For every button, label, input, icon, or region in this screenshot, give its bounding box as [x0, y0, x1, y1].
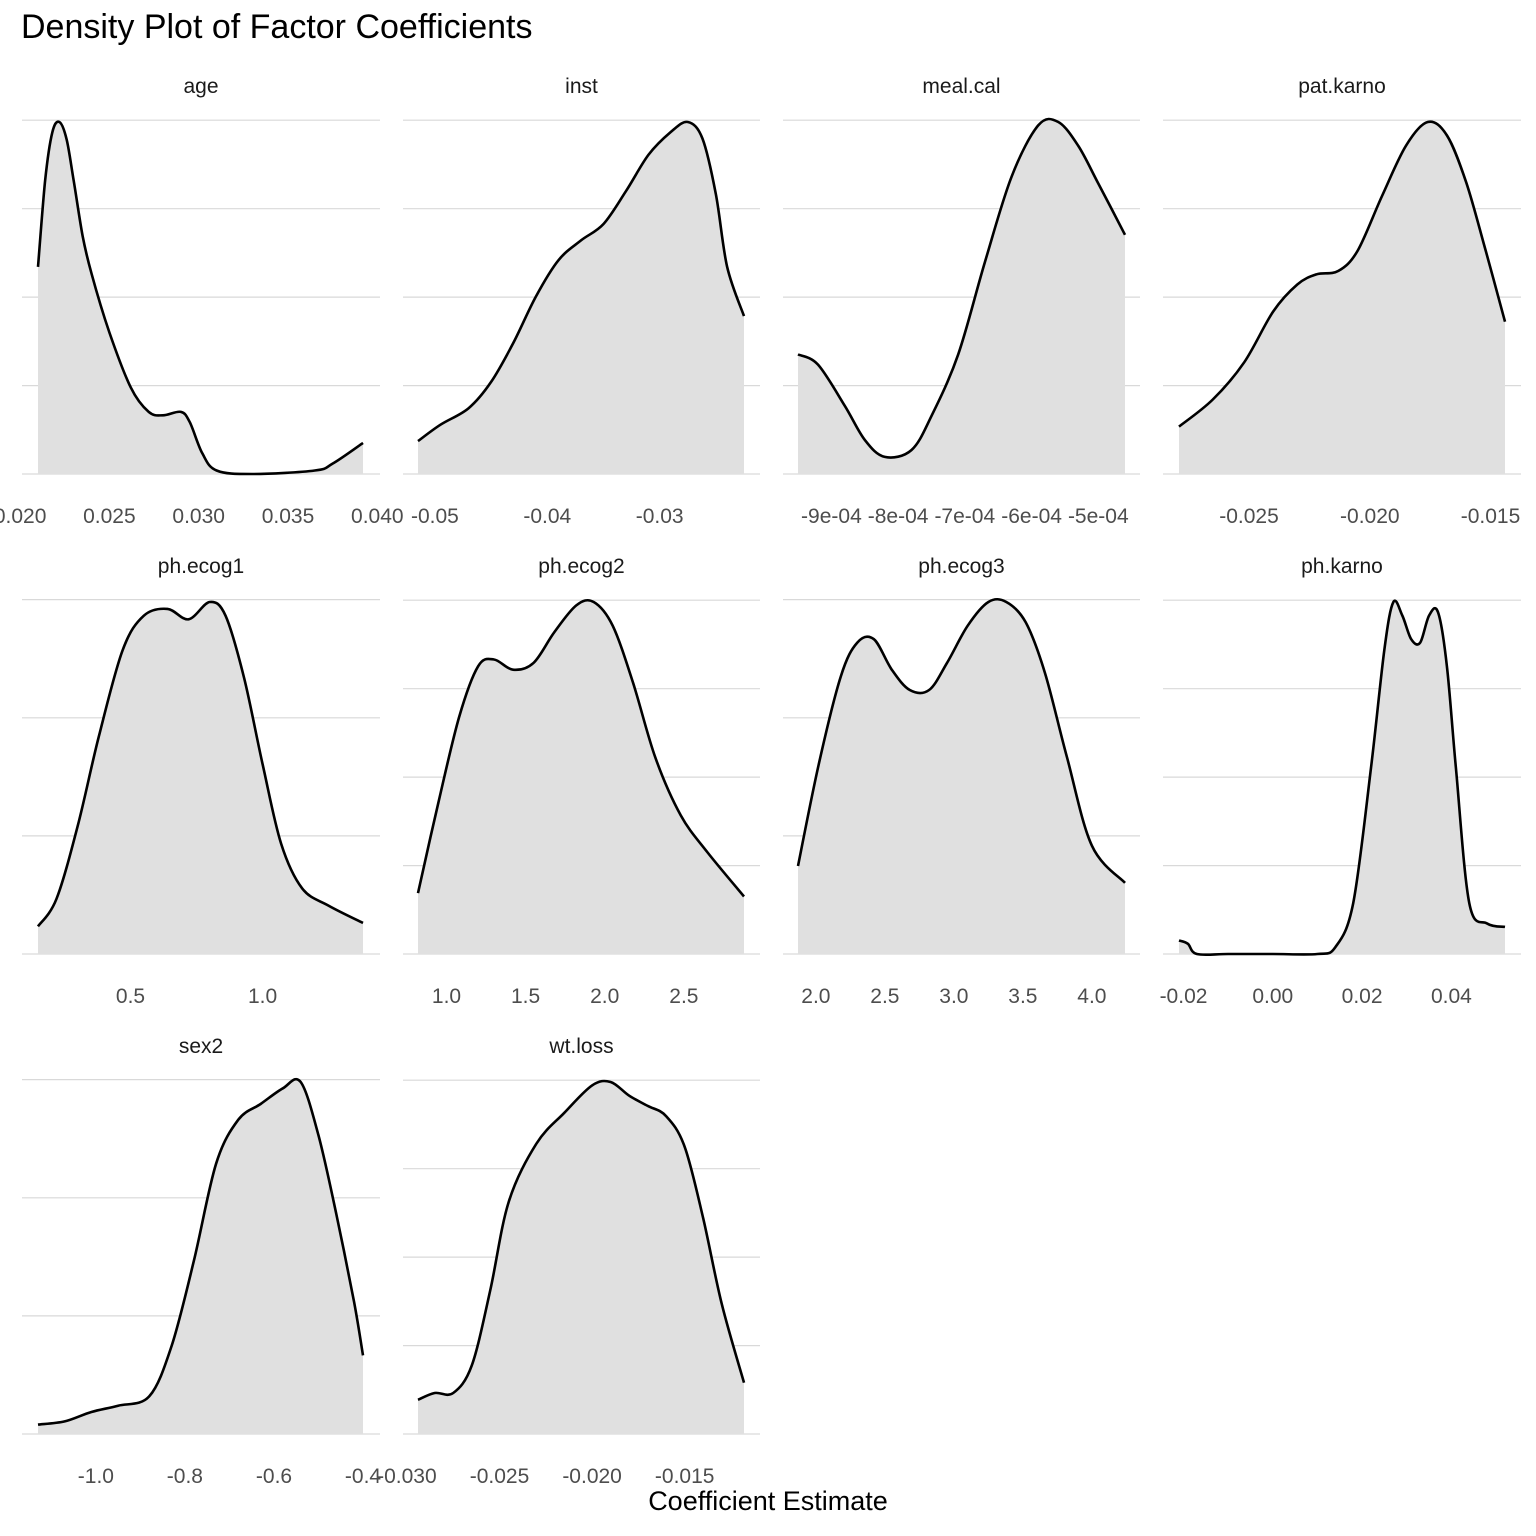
density-line [796, 597, 1126, 884]
facet-pat-karno: pat.karno -0.025 -0.020 -0.015 [1163, 75, 1521, 528]
density-line [1178, 599, 1506, 957]
x-tick-label: -0.025 [1219, 505, 1279, 528]
density-area [418, 600, 744, 954]
density-area [1179, 121, 1505, 474]
x-tick-label: -0.030 [377, 1465, 437, 1488]
x-tick-label: 0.00 [1252, 985, 1293, 1008]
x-tick-label: -0.015 [1461, 505, 1521, 528]
x-tick-label: -0.020 [562, 1465, 622, 1488]
facet-age: age 0.020 0.025 0.030 0.035 0.040 [0, 75, 404, 528]
x-tick-label: 3.5 [1008, 985, 1037, 1008]
x-axis-title: Coefficient Estimate [648, 1486, 888, 1516]
facet-strip-label: sex2 [179, 1035, 223, 1058]
x-tick-label: 0.030 [172, 505, 225, 528]
facet-strip-label: meal.cal [922, 75, 1000, 98]
facet-ph-ecog2: ph.ecog2 1.0 1.5 2.0 2.5 [403, 555, 760, 1008]
x-tick-label: 4.0 [1077, 985, 1106, 1008]
density-line [37, 1077, 365, 1426]
facet-meal-cal: meal.cal -9e-04 -8e-04 -7e-04 -6e-04 -5e-04 [783, 75, 1140, 528]
facet-ph-ecog1: ph.ecog1 0.5 1.0 [22, 555, 380, 1008]
density-area [38, 121, 363, 474]
facet-ph-karno: ph.karno -0.02 0.00 0.02 0.04 [1160, 555, 1521, 1008]
density-area [1179, 600, 1505, 955]
x-tick-label: -0.05 [411, 505, 459, 528]
facet-strip-label: ph.ecog1 [158, 555, 244, 578]
x-tick-label: 2.5 [870, 985, 899, 1008]
facet-strip-label: age [183, 75, 218, 98]
facet-strip-label: ph.ecog3 [918, 555, 1004, 578]
x-tick-label: 0.025 [83, 505, 136, 528]
x-tick-label: -0.4 [345, 1465, 382, 1488]
facet-wt-loss: wt.loss -0.030 -0.025 -0.020 -0.015 [377, 1035, 760, 1488]
density-area [38, 1079, 363, 1434]
x-tick-label: -1.0 [78, 1465, 114, 1488]
x-tick-label: -7e-04 [934, 505, 995, 528]
density-line [36, 120, 364, 476]
density-line [417, 120, 746, 443]
facet-strip-label: pat.karno [1298, 75, 1386, 98]
x-tick-label: -0.020 [1340, 505, 1400, 528]
facet-strip-label: inst [565, 75, 598, 98]
facet-inst: inst -0.05 -0.04 -0.03 [403, 75, 760, 528]
x-tick-label: -0.8 [167, 1465, 203, 1488]
x-tick-label: -0.6 [256, 1465, 292, 1488]
x-tick-label: 2.0 [801, 985, 830, 1008]
chart-title: Density Plot of Factor Coefficients [21, 8, 533, 46]
facet-strip-label: ph.karno [1301, 555, 1383, 578]
x-tick-label: 3.0 [939, 985, 968, 1008]
x-tick-label: -0.03 [636, 505, 684, 528]
density-area [38, 601, 363, 954]
density-line [797, 117, 1127, 459]
x-tick-label: 2.5 [669, 985, 698, 1008]
x-tick-label: 0.02 [1342, 985, 1383, 1008]
x-tick-label: -6e-04 [1001, 505, 1062, 528]
facet-ph-ecog3: ph.ecog3 2.0 2.5 3.0 3.5 4.0 [783, 555, 1140, 1008]
x-tick-label: 0.040 [351, 505, 404, 528]
facet-sex2: sex2 -1.0 -0.8 -0.6 -0.4 [22, 1035, 381, 1488]
x-tick-label: -0.015 [655, 1465, 715, 1488]
x-tick-label: 1.0 [248, 985, 277, 1008]
facet-strip-label: ph.ecog2 [538, 555, 624, 578]
density-line [36, 600, 364, 928]
density-area [418, 121, 744, 475]
x-tick-label: -8e-04 [868, 505, 929, 528]
x-tick-label: -0.04 [523, 505, 571, 528]
density-line [416, 598, 746, 898]
x-tick-label: 0.04 [1431, 985, 1472, 1008]
x-tick-label: -9e-04 [801, 505, 862, 528]
density-line [417, 1079, 746, 1402]
x-tick-label: 0.5 [116, 985, 145, 1008]
density-line [1178, 120, 1507, 428]
density-area [798, 119, 1125, 475]
x-tick-label: -0.025 [470, 1465, 530, 1488]
x-tick-label: 0.035 [262, 505, 315, 528]
density-area [798, 599, 1125, 954]
x-tick-label: 2.0 [590, 985, 619, 1008]
facet-strip-label: wt.loss [548, 1035, 613, 1058]
x-tick-label: 1.5 [511, 985, 540, 1008]
x-tick-label: -0.02 [1160, 985, 1208, 1008]
x-tick-label: 0.020 [0, 505, 46, 528]
x-tick-label: -5e-04 [1068, 505, 1129, 528]
x-tick-label: 1.0 [432, 985, 461, 1008]
density-area [418, 1080, 744, 1434]
